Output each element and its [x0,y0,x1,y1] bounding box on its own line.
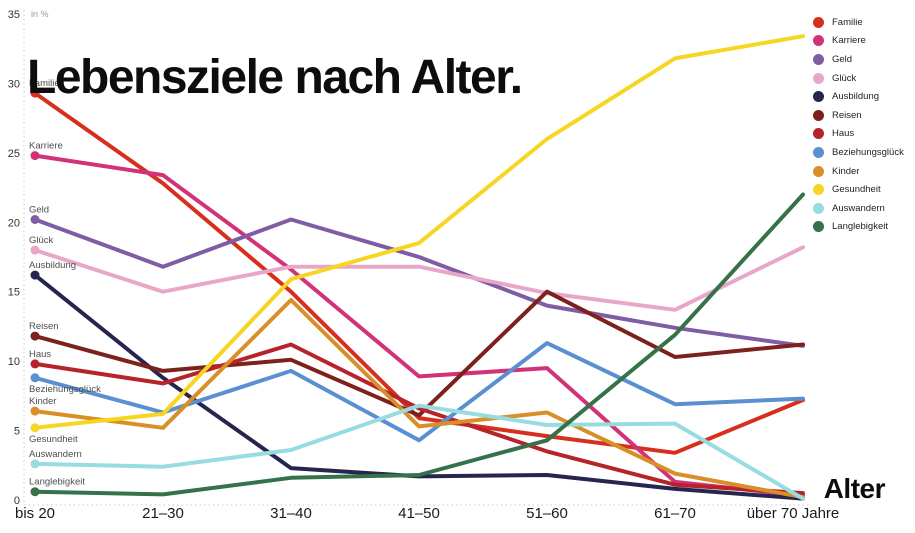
y-tick-label-35: 35 [8,9,20,21]
series-start-dot-langlebigkeit [30,487,40,497]
series-start-dot-ausbildung [30,270,40,280]
legend-swatch-icon-beziehungsglück [813,146,824,158]
series-label-ausbildung: Ausbildung [29,260,76,271]
legend-item-auswandern: Auswandern [813,199,904,218]
x-axis-title: Alter [823,473,886,504]
legend-item-langlebigkeit: Langlebigkeit [813,218,904,237]
legend-label-familie: Familie [832,16,863,28]
series-start-dot-karriere [30,151,40,161]
series-label-auswandern: Auswandern [29,449,82,460]
legend-swatch-icon-kinder [813,165,824,177]
y-tick-label-0: 0 [14,495,20,507]
series-label-karriere: Karriere [29,141,63,152]
series-line-haus [33,342,805,496]
legend-swatch-icon-karriere [813,35,824,47]
series-line-langlebigkeit [33,192,805,497]
x-tick-label-41–50: 41–50 [398,505,440,522]
y-axis-unit-label: in % [31,9,49,19]
series-line-glück [33,245,805,312]
series-start-dot-haus [30,359,40,369]
legend-swatch-icon-geld [813,53,824,65]
legend-label-kinder: Kinder [832,165,860,177]
y-tick-label-25: 25 [8,148,20,160]
series-start-dot-familie [30,88,40,98]
y-tick-label-30: 30 [8,78,20,90]
x-tick-label-31–40: 31–40 [270,505,312,522]
x-tick-label-51–60: 51–60 [526,505,568,522]
legend-item-beziehungsglück: Beziehungsglück [813,143,904,162]
legend-item-gesundheit: Gesundheit [813,180,904,199]
legend-item-ausbildung: Ausbildung [813,87,904,106]
legend-label-karriere: Karriere [832,35,866,47]
legend-label-glück: Glück [832,72,857,84]
y-tick-label-20: 20 [8,217,20,229]
legend-swatch-icon-glück [813,72,824,84]
series-start-dot-beziehungsglück [30,373,40,383]
series-start-dot-gesundheit [30,423,40,433]
legend-label-reisen: Reisen [832,109,862,121]
series-line-familie [33,91,805,455]
legend-label-geld: Geld [832,53,853,65]
series-line-geld [33,217,805,348]
legend-label-beziehungsglück: Beziehungsglück [832,146,904,158]
legend-swatch-icon-haus [813,128,824,140]
series-label-familie: Familie [29,78,60,89]
legend-item-geld: Geld [813,50,904,69]
x-tick-label-bis-20: bis 20 [15,505,55,522]
series-start-dot-kinder [30,406,40,416]
legend-label-auswandern: Auswandern [832,202,885,214]
x-tick-label-über-70-jahre: über 70 Jahre [747,505,840,522]
series-line-kinder [33,298,805,500]
legend-swatch-icon-familie [813,16,824,28]
series-label-reisen: Reisen [29,321,59,332]
series-start-dot-glück [30,245,40,255]
series-label-langlebigkeit: Langlebigkeit [29,477,85,488]
legend-swatch-icon-reisen [813,109,824,121]
series-label-kinder: Kinder [29,396,56,407]
legend-item-haus: Haus [813,125,904,144]
series-start-dot-geld [30,215,40,224]
series-line-reisen [33,289,805,418]
legend-label-langlebigkeit: Langlebigkeit [832,221,888,233]
legend-swatch-icon-gesundheit [813,184,824,196]
series-label-gesundheit: Gesundheit [29,434,78,445]
legend-item-familie: Familie [813,13,904,32]
series-start-dot-reisen [30,331,40,341]
legend-item-kinder: Kinder [813,162,904,181]
series-line-karriere [33,153,805,498]
legend-swatch-icon-ausbildung [813,91,824,103]
chart-title: Lebensziele nach Alter. [27,51,523,105]
x-tick-label-61–70: 61–70 [654,505,696,522]
legend-label-gesundheit: Gesundheit [832,184,881,196]
legend-swatch-icon-langlebigkeit [813,221,824,233]
x-tick-label-21–30: 21–30 [142,505,184,522]
series-line-auswandern [33,403,805,501]
series-label-glück: Glück [29,235,54,246]
legend-item-karriere: Karriere [813,32,904,51]
y-tick-label-10: 10 [8,356,20,368]
legend-label-haus: Haus [832,128,855,140]
series-start-dot-auswandern [30,459,40,469]
legend-swatch-icon-auswandern [813,202,824,214]
series-label-beziehungsglück: Beziehungsglück [29,384,101,395]
legend-item-reisen: Reisen [813,106,904,125]
legend-item-glück: Glück [813,69,904,88]
y-tick-label-5: 5 [14,426,20,438]
legend-label-ausbildung: Ausbildung [832,91,880,103]
y-tick-label-15: 15 [8,287,20,299]
legend: Familie Karriere Geld Glück Ausbildung Reisen… [813,13,904,236]
series-label-haus: Haus [29,349,51,360]
series-line-gesundheit [33,34,805,430]
series-label-geld: Geld [29,205,49,216]
